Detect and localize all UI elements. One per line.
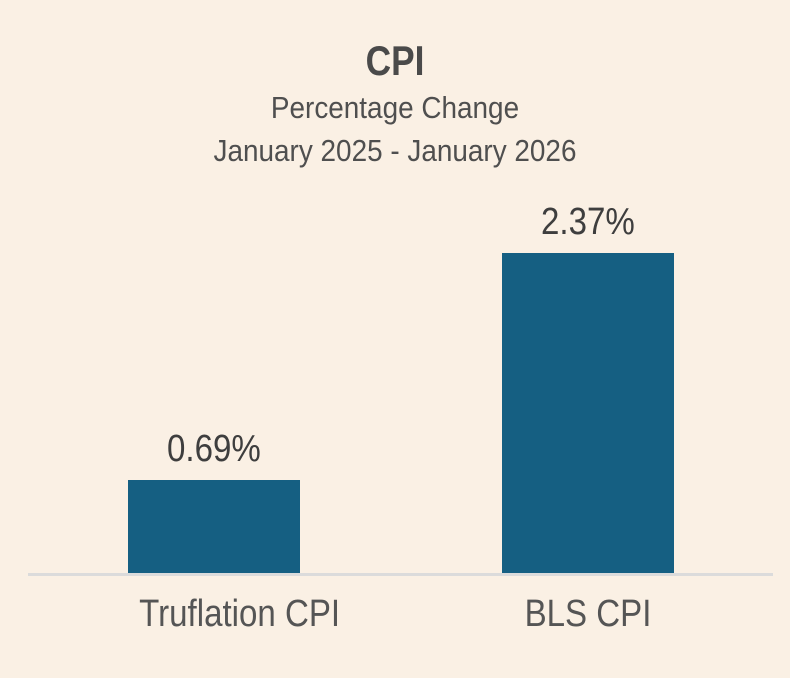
x-axis-line <box>28 573 773 576</box>
x-axis-label-bls-cpi: BLS CPI <box>524 593 652 635</box>
chart-subtitle-line2: January 2025 - January 2026 <box>213 133 577 168</box>
bar-bls-cpi <box>502 253 674 573</box>
chart-title: CPI <box>365 37 425 84</box>
bar-truflation-cpi <box>128 480 300 573</box>
bar-value-label-truflation: 0.69% <box>167 428 261 470</box>
x-axis-label-truflation-cpi: Truflation CPI <box>139 593 341 635</box>
bar-group-truflation-cpi: 0.69% <box>128 427 300 573</box>
bar-value-label-bls: 2.37% <box>541 201 635 243</box>
chart-subtitle-line1: Percentage Change <box>270 90 520 125</box>
bar-group-bls-cpi: 2.37% <box>502 200 674 573</box>
